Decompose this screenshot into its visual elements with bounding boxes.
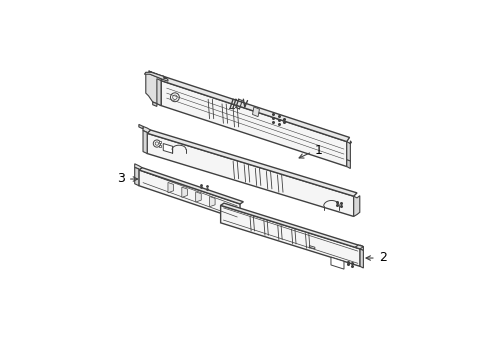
Polygon shape xyxy=(157,79,161,105)
Polygon shape xyxy=(182,187,187,197)
Polygon shape xyxy=(163,144,172,153)
Polygon shape xyxy=(139,125,143,129)
Polygon shape xyxy=(354,195,360,216)
Polygon shape xyxy=(147,133,354,216)
Polygon shape xyxy=(139,168,244,204)
Polygon shape xyxy=(161,81,347,167)
Polygon shape xyxy=(220,203,364,249)
Polygon shape xyxy=(148,71,167,78)
Polygon shape xyxy=(331,257,344,269)
Polygon shape xyxy=(161,76,349,141)
Polygon shape xyxy=(135,164,142,170)
Polygon shape xyxy=(355,245,364,249)
Polygon shape xyxy=(146,72,164,105)
Polygon shape xyxy=(147,130,357,196)
Text: 2: 2 xyxy=(379,251,387,264)
Polygon shape xyxy=(347,141,351,167)
Polygon shape xyxy=(143,126,150,133)
Polygon shape xyxy=(210,197,215,207)
Text: 3: 3 xyxy=(117,172,125,185)
Polygon shape xyxy=(309,246,315,249)
Polygon shape xyxy=(220,205,360,266)
Polygon shape xyxy=(139,170,240,220)
Text: 1: 1 xyxy=(315,144,323,157)
Polygon shape xyxy=(153,102,157,107)
Polygon shape xyxy=(168,183,173,193)
Polygon shape xyxy=(347,159,350,168)
Polygon shape xyxy=(252,107,259,117)
Polygon shape xyxy=(360,245,364,251)
Polygon shape xyxy=(135,167,139,186)
Polygon shape xyxy=(196,192,201,202)
Polygon shape xyxy=(143,131,147,153)
Polygon shape xyxy=(145,72,168,81)
Polygon shape xyxy=(360,249,364,268)
